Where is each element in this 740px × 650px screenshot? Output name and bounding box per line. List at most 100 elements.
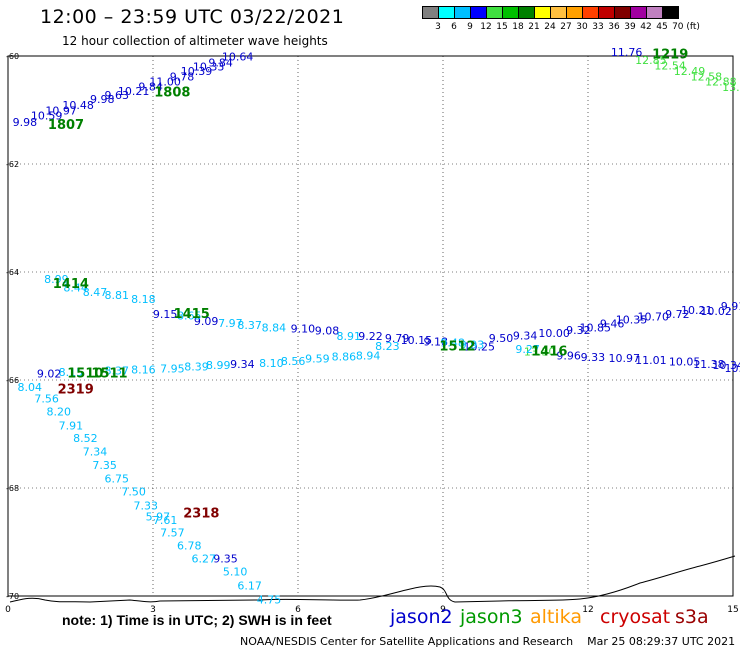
swh-value-label: 10.64 [222,50,254,63]
swh-value-label: 4.75 [257,594,282,607]
swh-value-label: 9.50 [489,332,514,345]
swh-value-label: 8.37 [105,365,130,378]
swh-value-label: 10.39 [181,65,213,78]
swh-value-label: 9.84 [208,56,233,69]
colorbar-ticks: 3 6 9 12 15 18 21 24 27 30 33 36 39 42 45 70 (ft) [422,22,740,34]
swh-value-label: 8.47 [83,286,108,299]
colorbar [422,6,679,19]
y-tick-label: -64 [6,268,19,277]
swh-value-label: 12.88 [705,76,737,89]
swh-value-label: 10.70 [638,311,670,324]
x-tick-label: 12 [582,605,593,615]
colorbar-tick-label: 45 [656,22,668,32]
swh-value-label: 9.63 [105,89,130,102]
colorbar-tick-label: 39 [624,22,636,32]
y-tick-label: -60 [6,52,19,61]
swh-value-label: 7.33 [134,500,159,513]
swh-value-label: 10.97 [609,352,641,365]
swh-value-label: 9.98 [90,93,115,106]
swh-value-label: 7.95 [160,362,185,375]
swh-value-label: 6.75 [105,473,130,486]
swh-value-label: 12.85 [635,54,667,67]
swh-value-label: 9.35 [213,553,238,566]
swh-value-label: 12.58 [691,70,723,83]
pass-time-label: 1414 [53,277,89,292]
swh-value-label: 10.59 [31,110,63,123]
swh-value-label: 9.91 [721,300,740,313]
pass-time-label: 2319 [58,383,94,398]
swh-value-label: 7.50 [121,486,146,499]
swh-value-label: 9.32 [566,324,591,337]
pass-time-label: 1807 [48,118,84,133]
coastline [9,555,736,603]
colorbar-tick-label: 42 [640,22,652,32]
swh-value-label: 7.91 [59,420,84,433]
swh-value-label: 9.93 [460,339,485,352]
swh-value-label: 10.48 [62,99,94,112]
grid [8,56,733,596]
y-tick-label: -66 [6,376,19,385]
swh-value-label: 9.33 [581,351,606,364]
colorbar-tick-label: 21 [528,22,540,32]
chart-title: 12:00 – 23:59 UTC 03/22/2021 [40,6,345,28]
colorbar-cell [662,6,679,19]
pass-time-label: 1808 [154,86,190,101]
swh-value-label: 12.49 [674,65,706,78]
swh-value-label: 10.85 [580,321,612,334]
swh-value-label: 9.15 [153,308,178,321]
x-tick-label: 0 [5,605,11,615]
swh-value-label: 9.46 [600,318,625,331]
legend-jason3: jason3 [460,606,523,628]
swh-value-label: 8.84 [262,321,287,334]
swh-value-label: 9.59 [305,353,330,366]
chart-plot: 0 3 6 9 12 15-60-62-64-66-68-70 9.9810.5910.9… [5,46,740,615]
swh-value-label: 6.17 [237,580,262,593]
swh-value-label: 8.15 [59,366,84,379]
colorbar-tick-label: 30 [576,22,588,32]
y-tick-label: -70 [6,592,19,601]
legend-jason2: jason2 [390,606,453,628]
pass-time-label: 1510 [67,366,103,381]
swh-value-label: 10.33 [193,61,225,74]
x-tick-label: 15 [727,605,738,615]
swh-value-label: 9.96 [556,349,581,362]
swh-value-label: 11.01 [635,354,667,367]
swh-value-label: 8.39 [184,360,209,373]
swh-value-label: 11.76 [611,46,643,59]
legend-altika: altika [530,606,582,628]
swh-value-label: 10.21 [681,304,713,317]
swh-value-label: 11.38 [693,358,725,371]
x-tick-label: 6 [295,605,301,615]
swh-value-label: 10.15 [401,334,433,347]
swh-value-label: 8.52 [73,432,98,445]
swh-value-label: 9.84 [138,81,163,94]
swh-value-label: 9.48 [440,337,465,350]
colorbar-tick-label: 3 [435,22,441,32]
chart-subtitle: 12 hour collection of altimeter wave hei… [62,34,328,48]
swh-value-label: 9.09 [194,315,219,328]
swh-value-label: 6.78 [177,540,202,553]
x-tick-label: 3 [150,605,156,615]
colorbar-tick-label: 27 [560,22,572,32]
swh-value-label: 9.02 [37,367,62,380]
swh-value-label: 9.08 [315,325,340,338]
swh-value-label: 7.56 [34,393,59,406]
colorbar-tick-label: 6 [451,22,457,32]
colorbar-tick-label: 24 [544,22,556,32]
swh-value-label: 8.86 [332,351,357,364]
swh-value-label: 8.94 [356,349,381,362]
swh-value-label: 8.10 [259,357,284,370]
legend-s3a: s3a [675,606,709,628]
swh-value-label: 9.98 [13,116,38,129]
swh-value-label: 8.91 [337,330,362,343]
legend-note: note: 1) Time is in UTC; 2) SWH is in fe… [62,612,332,628]
swh-value-label: 8.23 [375,340,400,353]
colorbar-tick-label: 15 [496,22,508,32]
swh-value-label: 7.34 [83,446,108,459]
swh-value-label: 13.65 [722,81,740,94]
pass-time-label: 1511 [91,366,127,381]
swh-value-label: 8.20 [47,406,72,419]
swh-value-label: 10.97 [45,104,77,117]
colorbar-tick-label: 18 [512,22,524,32]
pass-time-label: 1512 [439,339,475,354]
